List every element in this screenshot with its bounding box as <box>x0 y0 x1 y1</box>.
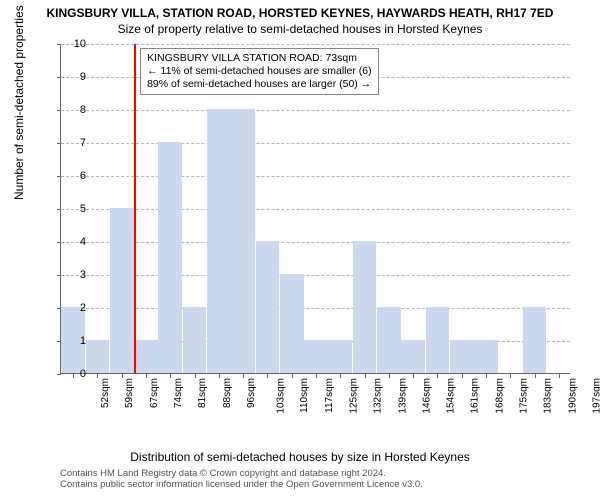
xtick-mark <box>243 374 244 378</box>
ytick-label: 4 <box>46 236 86 248</box>
xtick-mark <box>413 374 414 378</box>
xtick-mark <box>365 374 366 378</box>
gridline <box>61 110 570 111</box>
xtick-label: 132sqm <box>373 378 384 414</box>
ytick-label: 6 <box>46 170 86 182</box>
histogram-bar <box>523 307 547 373</box>
chart-plot-area: KINGSBURY VILLA STATION ROAD: 73sqm← 11%… <box>60 44 570 374</box>
ytick-label: 5 <box>46 203 86 215</box>
footer-line2: Contains public sector information licen… <box>60 479 423 490</box>
xtick-label: 190sqm <box>567 378 578 414</box>
xtick-mark <box>122 374 123 378</box>
xtick-mark <box>97 374 98 378</box>
xtick-label: 67sqm <box>149 378 160 408</box>
xtick-mark <box>535 374 536 378</box>
gridline <box>61 44 570 45</box>
histogram-bar <box>134 340 158 373</box>
xtick-mark <box>146 374 147 378</box>
histogram-bar <box>86 340 110 373</box>
xtick-mark <box>292 374 293 378</box>
histogram-bar <box>450 340 474 373</box>
xtick-label: 183sqm <box>543 378 554 414</box>
gridline <box>61 308 570 309</box>
gridline <box>61 209 570 210</box>
xtick-label: 139sqm <box>397 378 408 414</box>
xtick-label: 52sqm <box>100 378 111 408</box>
xtick-label: 125sqm <box>349 378 360 414</box>
ytick-label: 0 <box>46 368 86 380</box>
histogram-bar <box>110 208 134 373</box>
ytick-label: 8 <box>46 104 86 116</box>
xtick-label: 103sqm <box>276 378 287 414</box>
ytick-label: 2 <box>46 302 86 314</box>
gridline <box>61 143 570 144</box>
xtick-mark <box>510 374 511 378</box>
histogram-bar <box>353 241 377 373</box>
xtick-label: 154sqm <box>446 378 457 414</box>
histogram-bar <box>474 340 498 373</box>
xtick-mark <box>462 374 463 378</box>
xtick-label: 110sqm <box>299 378 310 413</box>
xtick-mark <box>340 374 341 378</box>
xtick-label: 146sqm <box>421 378 432 414</box>
annotation-line: ← 11% of semi-detached houses are smalle… <box>147 65 372 78</box>
xtick-mark <box>219 374 220 378</box>
ytick-label: 7 <box>46 137 86 149</box>
xtick-label: 161sqm <box>470 378 481 414</box>
y-axis-label: Number of semi-detached properties <box>12 5 26 200</box>
footer-line1: Contains HM Land Registry data © Crown c… <box>60 468 423 479</box>
histogram-bar <box>304 340 328 373</box>
histogram-bar <box>280 274 304 373</box>
annotation-line: KINGSBURY VILLA STATION ROAD: 73sqm <box>147 52 372 65</box>
xtick-mark <box>486 374 487 378</box>
xtick-mark <box>195 374 196 378</box>
xtick-label: 96sqm <box>246 378 257 408</box>
xtick-label: 59sqm <box>124 378 135 408</box>
xtick-label: 168sqm <box>494 378 505 414</box>
histogram-bar <box>231 109 255 373</box>
page-title-line1: KINGSBURY VILLA, STATION ROAD, HORSTED K… <box>0 0 600 20</box>
annotation-line: 89% of semi-detached houses are larger (… <box>147 78 372 91</box>
xtick-mark <box>170 374 171 378</box>
xtick-mark <box>316 374 317 378</box>
xtick-label: 88sqm <box>222 378 233 408</box>
histogram-bar <box>328 340 352 373</box>
xtick-mark <box>389 374 390 378</box>
gridline <box>61 176 570 177</box>
histogram-bar <box>377 307 401 373</box>
gridline <box>61 275 570 276</box>
annotation-box: KINGSBURY VILLA STATION ROAD: 73sqm← 11%… <box>140 48 379 95</box>
histogram-bar <box>256 241 280 373</box>
histogram-bar <box>158 142 182 373</box>
xtick-label: 81sqm <box>197 378 208 408</box>
ytick-label: 10 <box>46 38 86 50</box>
page-title-line2: Size of property relative to semi-detach… <box>0 20 600 36</box>
histogram-bar <box>426 307 450 373</box>
xtick-label: 197sqm <box>591 378 600 414</box>
footer-attribution: Contains HM Land Registry data © Crown c… <box>60 468 423 491</box>
gridline <box>61 242 570 243</box>
histogram-bar <box>401 340 425 373</box>
xtick-label: 117sqm <box>324 378 335 413</box>
xtick-mark <box>437 374 438 378</box>
xtick-label: 74sqm <box>173 378 184 408</box>
ytick-label: 9 <box>46 71 86 83</box>
subject-marker-line <box>134 44 136 373</box>
xtick-mark <box>267 374 268 378</box>
histogram-bar <box>183 307 207 373</box>
ytick-label: 1 <box>46 335 86 347</box>
xtick-label: 175sqm <box>519 378 530 414</box>
ytick-label: 3 <box>46 269 86 281</box>
x-axis-label: Distribution of semi-detached houses by … <box>0 450 600 464</box>
histogram-bar <box>207 109 231 373</box>
xtick-mark <box>559 374 560 378</box>
